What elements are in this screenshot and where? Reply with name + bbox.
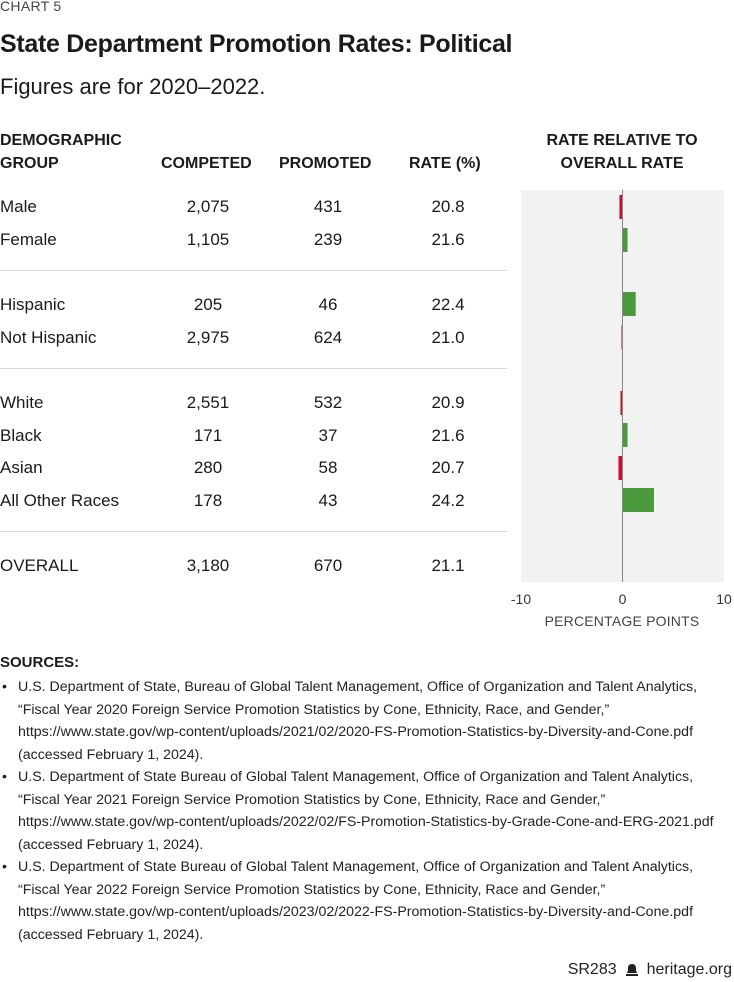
chart-subtitle: Figures are for 2020–2022. <box>0 74 266 99</box>
row-promoted: 431 <box>313 197 343 216</box>
x-tick-label: -10 <box>510 591 532 607</box>
report-id: SR283 <box>567 961 617 978</box>
row-rate: 21.0 <box>431 328 465 347</box>
row-competed: 2,975 <box>186 328 230 347</box>
row-group-label: Black <box>0 426 42 445</box>
bar-hispanic <box>622 292 636 316</box>
header-promoted: PROMOTED <box>279 155 372 172</box>
row-rate: 20.8 <box>431 197 465 216</box>
row-group-label: Male <box>0 197 37 216</box>
row-competed: 178 <box>193 491 223 510</box>
x-tick-label: 10 <box>716 591 732 607</box>
row-rate: 21.1 <box>431 556 465 575</box>
source-item: U.S. Department of State Bureau of Globa… <box>0 766 734 856</box>
row-group-label: Not Hispanic <box>0 328 97 347</box>
row-rate: 21.6 <box>431 230 465 249</box>
group-separator <box>0 531 507 532</box>
row-competed: 280 <box>193 458 223 477</box>
header-rate: RATE (%) <box>409 155 481 172</box>
site-link[interactable]: heritage.org <box>646 961 732 978</box>
header-demographic-group: DEMOGRAPHIC GROUP <box>0 129 122 175</box>
relative-rate-chart <box>521 190 724 582</box>
source-item: U.S. Department of State Bureau of Globa… <box>0 856 734 946</box>
row-competed: 2,075 <box>186 197 230 216</box>
bar-black <box>622 423 628 447</box>
row-competed: 171 <box>193 426 223 445</box>
header-relative-line1: RATE RELATIVE TO <box>546 132 698 149</box>
chart-title: State Department Promotion Rates: Politi… <box>0 30 513 58</box>
x-tick-label: 0 <box>618 591 627 607</box>
header-group-line1: DEMOGRAPHIC <box>0 132 122 149</box>
row-competed: 3,180 <box>186 556 230 575</box>
row-promoted: 37 <box>318 426 338 445</box>
row-promoted: 670 <box>313 556 343 575</box>
sources-title: SOURCES: <box>0 654 80 671</box>
header-competed: COMPETED <box>161 155 252 172</box>
row-promoted: 624 <box>313 328 343 347</box>
row-promoted: 58 <box>318 458 338 477</box>
row-group-label: OVERALL <box>0 556 79 575</box>
bar-white <box>620 391 623 415</box>
row-competed: 1,105 <box>186 230 230 249</box>
header-relative-line2: OVERALL RATE <box>560 155 684 172</box>
row-rate: 20.9 <box>431 393 465 412</box>
bar-male <box>619 195 623 219</box>
row-promoted: 46 <box>318 295 338 314</box>
row-promoted: 532 <box>313 393 343 412</box>
group-separator <box>0 368 507 369</box>
row-promoted: 43 <box>318 491 338 510</box>
row-rate: 20.7 <box>431 458 465 477</box>
bar-female <box>622 228 628 252</box>
row-group-label: Asian <box>0 458 43 477</box>
row-group-label: Hispanic <box>0 295 66 314</box>
row-group-label: White <box>0 393 44 412</box>
row-rate: 21.6 <box>431 426 465 445</box>
source-item: U.S. Department of State, Bureau of Glob… <box>0 676 734 766</box>
header-rate-relative: RATE RELATIVE TO OVERALL RATE <box>522 129 722 175</box>
row-promoted: 239 <box>313 230 343 249</box>
row-group-label: Female <box>0 230 57 249</box>
x-axis-title: PERCENTAGE POINTS <box>544 613 700 629</box>
bell-icon <box>625 963 639 977</box>
row-competed: 2,551 <box>186 393 230 412</box>
chart-label: CHART 5 <box>0 0 62 14</box>
row-competed: 205 <box>193 295 223 314</box>
bar-all-other-races <box>622 488 654 512</box>
footer: SR283 heritage.org <box>568 961 732 979</box>
bar-asian <box>618 456 623 480</box>
group-separator <box>0 270 507 271</box>
row-group-label: All Other Races <box>0 491 120 510</box>
header-group-line2: GROUP <box>0 155 59 172</box>
row-rate: 24.2 <box>431 491 465 510</box>
sources-list: U.S. Department of State, Bureau of Glob… <box>0 676 734 946</box>
row-rate: 22.4 <box>431 295 465 314</box>
